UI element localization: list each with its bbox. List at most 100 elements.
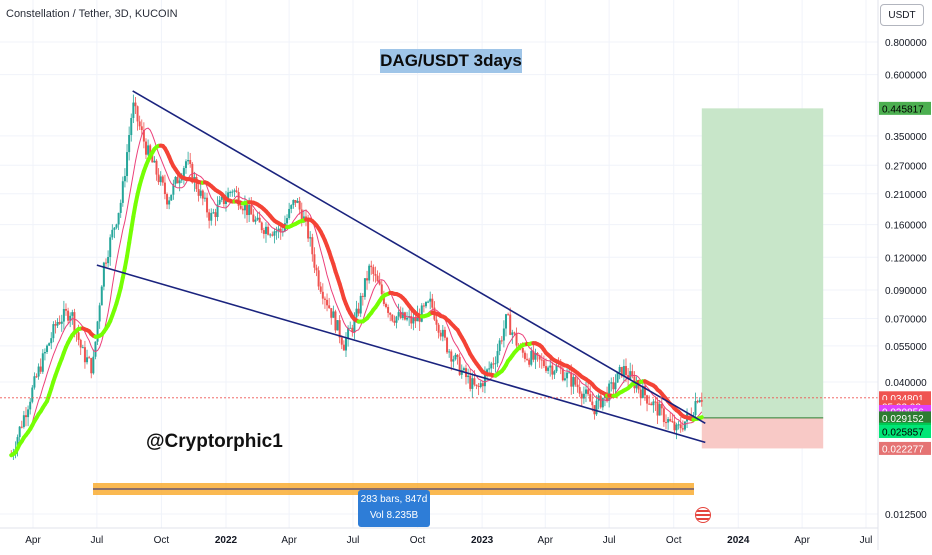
candle-body bbox=[591, 402, 593, 406]
candle-body bbox=[160, 176, 162, 182]
candle-body bbox=[141, 126, 143, 130]
candle-body bbox=[206, 198, 208, 213]
currency-button[interactable]: USDT bbox=[880, 4, 924, 26]
candle-body bbox=[682, 428, 684, 429]
candle-body bbox=[617, 372, 619, 382]
candle-body bbox=[147, 145, 149, 154]
candle-body bbox=[490, 364, 492, 369]
candle-body bbox=[551, 366, 553, 375]
candle-body bbox=[661, 404, 663, 408]
candle-body bbox=[288, 209, 290, 218]
candle-body bbox=[168, 200, 170, 204]
candle-body bbox=[179, 180, 181, 183]
candle-body bbox=[577, 385, 579, 387]
candle-body bbox=[471, 378, 473, 389]
x-tick-label: Apr bbox=[794, 535, 810, 546]
x-tick-label: Jul bbox=[347, 535, 360, 546]
candle-body bbox=[463, 368, 465, 370]
ma-slow-segment bbox=[131, 216, 133, 229]
candle-body bbox=[381, 284, 383, 294]
x-tick-label: 2022 bbox=[215, 535, 238, 546]
candle-body bbox=[602, 398, 604, 408]
candle-body bbox=[236, 190, 238, 192]
candle-body bbox=[459, 357, 461, 375]
candle-body bbox=[701, 400, 703, 402]
candle-body bbox=[572, 377, 574, 387]
ma-fast-line bbox=[11, 128, 702, 455]
y-tick-label: 0.800000 bbox=[885, 38, 927, 49]
candle-body bbox=[423, 305, 425, 306]
candle-body bbox=[358, 309, 360, 314]
candle-body bbox=[99, 305, 101, 321]
candle-body bbox=[139, 121, 141, 126]
candle-body bbox=[267, 227, 269, 235]
candle-body bbox=[122, 181, 124, 203]
x-tick-label: Apr bbox=[281, 535, 297, 546]
candle-body bbox=[273, 231, 275, 235]
candle-body bbox=[585, 389, 587, 393]
y-tick-label: 0.210000 bbox=[885, 190, 927, 201]
candle-body bbox=[543, 360, 545, 366]
candle-body bbox=[318, 270, 320, 286]
candle-body bbox=[297, 201, 299, 203]
candle-body bbox=[452, 359, 454, 361]
candle-body bbox=[446, 338, 448, 353]
candle-body bbox=[33, 376, 35, 387]
candle-body bbox=[406, 318, 408, 320]
candle-body bbox=[101, 287, 103, 306]
candle-body bbox=[185, 161, 187, 168]
candle-body bbox=[476, 385, 478, 386]
candle-body bbox=[587, 389, 589, 394]
stop-zone bbox=[702, 418, 823, 449]
candle-body bbox=[482, 383, 484, 386]
candle-body bbox=[343, 345, 345, 351]
candle-body bbox=[316, 268, 318, 271]
candle-body bbox=[513, 332, 515, 333]
candle-body bbox=[124, 176, 126, 181]
candle-body bbox=[530, 351, 532, 365]
candle-body bbox=[240, 206, 242, 209]
y-tick-label: 0.070000 bbox=[885, 314, 927, 325]
candle-body bbox=[109, 237, 111, 257]
candle-body bbox=[334, 311, 336, 330]
candle-body bbox=[94, 342, 96, 357]
candle-body bbox=[600, 396, 602, 408]
candle-body bbox=[387, 307, 389, 313]
candle-body bbox=[528, 360, 530, 365]
candle-body bbox=[366, 278, 368, 280]
candle-body bbox=[436, 320, 438, 325]
candle-body bbox=[162, 176, 164, 182]
candle-body bbox=[326, 300, 328, 305]
candle-body bbox=[507, 314, 509, 315]
candle-body bbox=[177, 177, 179, 183]
candle-body bbox=[254, 220, 256, 222]
candle-body bbox=[442, 330, 444, 337]
candle-body bbox=[412, 318, 414, 324]
y-tick-label: 0.055000 bbox=[885, 342, 927, 353]
candle-body bbox=[570, 372, 572, 386]
candle-body bbox=[311, 237, 313, 254]
chart-title: DAG/USDT 3days bbox=[380, 49, 522, 73]
candle-body bbox=[261, 222, 263, 230]
candle-body bbox=[370, 266, 372, 267]
candle-body bbox=[137, 106, 139, 121]
candle-body bbox=[360, 296, 362, 314]
candle-body bbox=[345, 338, 347, 350]
candle-body bbox=[23, 415, 25, 427]
candle-body bbox=[248, 205, 250, 215]
candle-body bbox=[233, 190, 235, 191]
candle-body bbox=[398, 312, 400, 316]
candle-body bbox=[579, 387, 581, 394]
candle-body bbox=[65, 309, 67, 311]
candle-body bbox=[128, 135, 130, 152]
candle-body bbox=[212, 212, 214, 213]
candle-body bbox=[341, 338, 343, 345]
candle-body bbox=[684, 421, 686, 429]
candle-body bbox=[421, 305, 423, 321]
candle-body bbox=[44, 352, 46, 353]
candle-body bbox=[105, 263, 107, 264]
candle-body bbox=[170, 195, 172, 201]
candle-body bbox=[38, 367, 40, 377]
